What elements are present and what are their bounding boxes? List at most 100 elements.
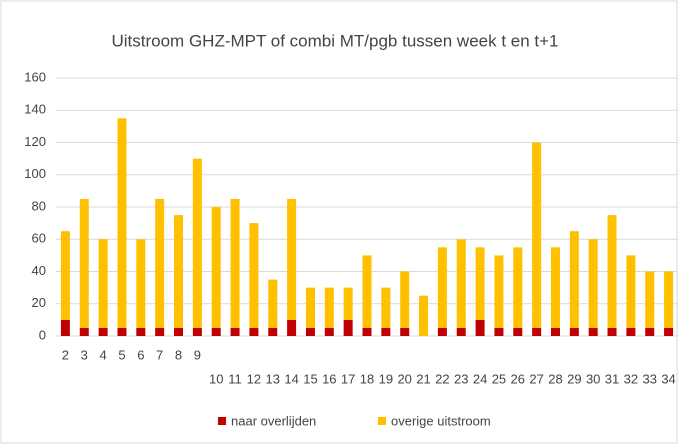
bar-segment (626, 255, 636, 328)
bar-segment (230, 327, 240, 336)
bar-segment (419, 295, 429, 336)
bar-segment (400, 327, 410, 336)
bar-segment (437, 327, 447, 336)
x-tick-label: 2 (62, 347, 69, 362)
x-tick-label: 20 (397, 371, 411, 386)
bar-segment (475, 247, 485, 320)
y-tick-label: 160 (24, 69, 46, 84)
x-tick-label: 22 (435, 371, 449, 386)
bar-segment (268, 279, 278, 328)
y-tick-label: 40 (32, 263, 46, 278)
x-tick-label: 34 (661, 371, 675, 386)
y-tick-label: 80 (32, 198, 46, 213)
bar-segment (98, 327, 108, 336)
x-tick-label: 15 (303, 371, 317, 386)
x-tick-label: 28 (548, 371, 562, 386)
bar-segment (79, 198, 89, 328)
y-tick-label: 60 (32, 231, 46, 246)
x-tick-label: 13 (266, 371, 280, 386)
bar-segment (569, 327, 579, 336)
bar-segment (475, 319, 485, 336)
legend-swatch (378, 417, 386, 425)
bar-segment (79, 327, 89, 336)
x-tick-label: 19 (379, 371, 393, 386)
y-tick-label: 0 (39, 327, 46, 342)
x-tick-label: 12 (247, 371, 261, 386)
x-tick-label: 17 (341, 371, 355, 386)
bar-segment (287, 198, 297, 320)
bar-segment (136, 239, 146, 328)
x-tick-label: 31 (605, 371, 619, 386)
x-tick-label: 16 (322, 371, 336, 386)
bar-segment (117, 118, 127, 328)
bar-segment (268, 327, 278, 336)
bar-segment (645, 271, 655, 328)
x-tick-label: 21 (416, 371, 430, 386)
x-tick-label: 10 (209, 371, 223, 386)
bar-segment (230, 198, 240, 328)
bar-segment (456, 327, 466, 336)
legend-label: overige uitstroom (391, 413, 491, 428)
y-tick-label: 140 (24, 102, 46, 117)
x-tick-label: 11 (228, 371, 242, 386)
bar-segment (192, 327, 202, 336)
x-tick-label: 18 (360, 371, 374, 386)
bar-segment (532, 142, 542, 328)
x-tick-label: 8 (175, 347, 182, 362)
bar-segment (362, 255, 372, 328)
bar-segment (249, 327, 259, 336)
bar-segment (174, 327, 184, 336)
bar-segment (645, 327, 655, 336)
x-tick-label: 9 (194, 347, 201, 362)
x-tick-label: 29 (567, 371, 581, 386)
x-tick-label: 6 (137, 347, 144, 362)
bar-segment (569, 231, 579, 328)
bar-segment (494, 327, 504, 336)
bar-segment (588, 327, 598, 336)
x-tick-label: 30 (586, 371, 600, 386)
bar-segment (60, 231, 70, 320)
bar-segment (381, 327, 391, 336)
bar-segment (607, 327, 617, 336)
bar-segment (513, 327, 523, 336)
bar-segment (664, 271, 674, 328)
bar-segment (362, 327, 372, 336)
bar-segment (211, 207, 221, 328)
bar-segment (155, 327, 165, 336)
bar-segment (381, 287, 391, 328)
legend-swatch (218, 417, 226, 425)
bar-segment (400, 271, 410, 328)
bar-segment (211, 327, 221, 336)
bar-segment (174, 215, 184, 328)
x-tick-label: 5 (118, 347, 125, 362)
x-tick-label: 32 (624, 371, 638, 386)
bar-segment (626, 327, 636, 336)
y-tick-label: 120 (24, 134, 46, 149)
bar-segment (192, 158, 202, 328)
x-tick-label: 27 (529, 371, 543, 386)
x-tick-label: 14 (284, 371, 298, 386)
bar-segment (117, 327, 127, 336)
bar-segment (437, 247, 447, 328)
x-tick-label: 4 (100, 347, 107, 362)
x-tick-label: 26 (511, 371, 525, 386)
bar-segment (249, 223, 259, 328)
legend-label: naar overlijden (231, 413, 316, 428)
bar-segment (324, 287, 334, 328)
bar-segment (98, 239, 108, 328)
bar-segment (550, 327, 560, 336)
bar-segment (456, 239, 466, 328)
x-tick-label: 3 (81, 347, 88, 362)
bar-segment (136, 327, 146, 336)
bar-segment (607, 215, 617, 328)
bar-segment (550, 247, 560, 328)
bar-segment (494, 255, 504, 328)
bar-segment (60, 319, 70, 336)
bar-segment (588, 239, 598, 328)
x-tick-label: 23 (454, 371, 468, 386)
x-tick-label: 7 (156, 347, 163, 362)
chart-title: Uitstroom GHZ-MPT of combi MT/pgb tussen… (111, 31, 558, 50)
bar-segment (343, 287, 353, 320)
